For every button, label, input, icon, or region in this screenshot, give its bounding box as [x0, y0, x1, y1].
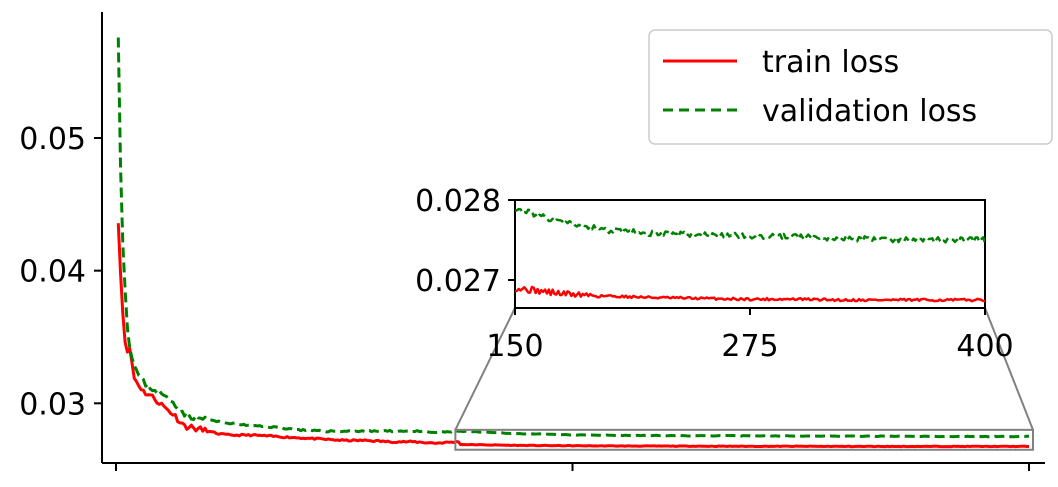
zoom-indicator: [454, 307, 1034, 451]
legend: train loss validation loss: [648, 29, 1053, 145]
main-y-tick-label: 0.05: [19, 122, 86, 157]
main-y-tick-label: 0.03: [19, 387, 86, 422]
main-series-group: [116, 37, 1030, 449]
legend-label-train-loss: train loss: [762, 45, 899, 80]
zoom-connector-right: [984, 307, 1034, 431]
inset-y-tick-label: 0.027: [415, 264, 501, 299]
main-series-line-train-loss: [116, 223, 1030, 449]
inset-series-line-train-loss: [515, 285, 985, 303]
main-x-ticks: [115, 463, 1030, 471]
main-series-line-validation-loss: [116, 37, 1029, 439]
inset-y-tick-label: 0.028: [415, 184, 501, 219]
legend-label-validation-loss: validation loss: [762, 94, 977, 129]
inset-x-tick-label: 275: [721, 329, 778, 364]
zoom-region-box: [454, 428, 1034, 451]
main-y-ticks: 0.03 0.04 0.05: [19, 122, 102, 422]
main-y-tick-label: 0.04: [19, 255, 86, 290]
inset-plot-area: 0.027 0.028 150 275 400: [415, 184, 1014, 364]
inset-x-tick-label: 150: [486, 329, 543, 364]
main-plot-area: 0.03 0.04 0.05: [19, 12, 1045, 471]
inset-series-line-validation-loss: [515, 207, 985, 244]
legend-box: [648, 29, 1053, 145]
inset-frame: [514, 199, 986, 309]
zoom-connector-left: [454, 307, 516, 431]
inset-x-tick-label: 400: [956, 329, 1013, 364]
